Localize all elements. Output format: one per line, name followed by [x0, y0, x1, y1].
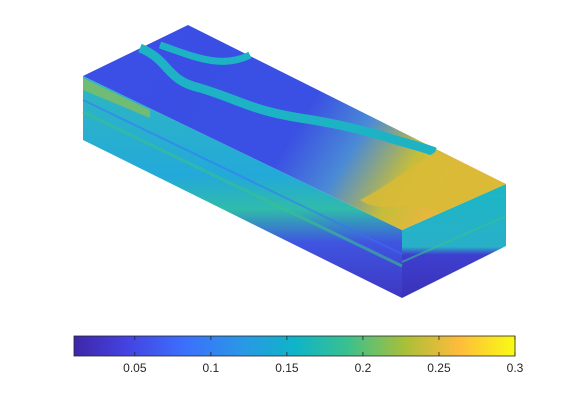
colorbar-gradient	[73, 335, 516, 357]
tick-label: 0.2	[355, 361, 372, 375]
front-stripe	[82, 110, 403, 268]
channel-tip	[158, 41, 252, 65]
yellow-zone	[360, 152, 506, 213]
right-face	[402, 184, 506, 298]
volume	[82, 25, 507, 298]
front-stripe	[82, 99, 403, 255]
left-edge-stripe	[83, 78, 150, 118]
tick-label: 0.15	[275, 361, 299, 375]
tick-label: 0.3	[507, 361, 524, 375]
tick-label: 0.25	[427, 361, 451, 375]
front-face	[83, 76, 402, 298]
right-stripe	[401, 215, 507, 263]
tick-label: 0.05	[123, 361, 147, 375]
channel	[138, 43, 437, 157]
colorbar: 0.05 0.1 0.15 0.2 0.25 0.3	[73, 335, 524, 375]
tick-label: 0.1	[203, 361, 220, 375]
